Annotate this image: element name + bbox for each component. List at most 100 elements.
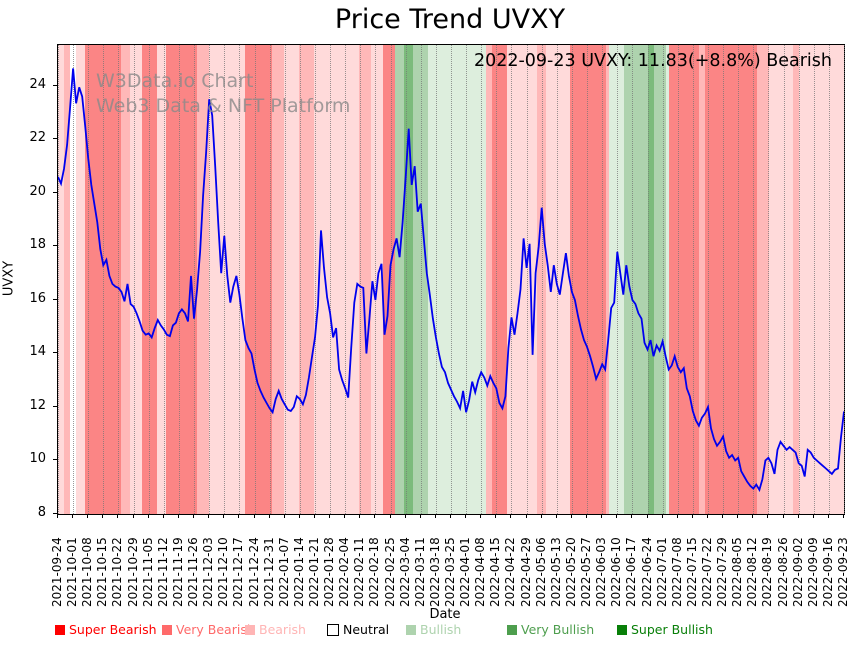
sentiment-band-sbu bbox=[404, 45, 414, 514]
x-tick-label: 2022-07-22 bbox=[699, 537, 714, 607]
legend-item-bearish: Bearish bbox=[245, 622, 306, 637]
x-tick-label: 2022-08-26 bbox=[775, 537, 790, 607]
x-tick-mark bbox=[313, 514, 315, 518]
sentiment-band-b bbox=[798, 45, 844, 514]
x-tick-label: 2022-03-25 bbox=[443, 537, 457, 607]
gridline bbox=[163, 45, 165, 514]
price-line bbox=[58, 68, 844, 493]
y-tick-label: 18 bbox=[29, 237, 46, 253]
gridline bbox=[602, 45, 604, 514]
legend-swatch-icon bbox=[55, 624, 65, 635]
x-tick-label: 2021-12-17 bbox=[231, 537, 246, 607]
y-tick-mark bbox=[53, 405, 57, 407]
sentiment-band-bu bbox=[609, 45, 625, 514]
x-tick-mark bbox=[419, 514, 421, 518]
chart-title: Price Trend UVXY bbox=[334, 4, 566, 35]
y-tick-mark bbox=[53, 513, 57, 514]
x-tick-mark bbox=[495, 514, 497, 518]
sentiment-band-sb bbox=[244, 45, 272, 514]
x-tick-label: 2021-11-26 bbox=[186, 537, 201, 607]
gridline bbox=[209, 45, 211, 514]
gridline bbox=[360, 45, 362, 514]
x-tick-label: 2021-10-22 bbox=[110, 537, 125, 607]
y-tick-mark bbox=[53, 84, 57, 86]
gridline bbox=[118, 45, 120, 514]
x-tick-label: 2022-03-11 bbox=[412, 537, 427, 607]
sentiment-band-vb bbox=[121, 45, 131, 514]
x-tick-label: 2022-07-15 bbox=[684, 537, 699, 607]
legend-label: Super Bearish bbox=[69, 622, 157, 637]
gridline bbox=[511, 45, 513, 514]
sentiment-band-vbu bbox=[395, 45, 405, 514]
sentiment-band-b bbox=[768, 45, 793, 514]
sentiment-band-vb bbox=[792, 45, 799, 514]
gridline bbox=[254, 45, 256, 514]
y-tick-mark bbox=[53, 298, 57, 300]
x-tick-label: 2021-12-31 bbox=[261, 537, 276, 607]
sentiment-band-vb bbox=[64, 45, 71, 514]
x-tick-mark bbox=[827, 514, 829, 518]
x-tick-mark bbox=[767, 514, 769, 518]
gridline bbox=[556, 45, 558, 514]
x-tick-label: 2021-11-19 bbox=[170, 537, 185, 607]
x-tick-label: 2022-06-10 bbox=[609, 537, 624, 607]
x-tick-mark bbox=[193, 514, 195, 518]
x-tick-label: 2021-12-10 bbox=[216, 537, 231, 607]
gridline bbox=[828, 45, 830, 514]
gridline bbox=[314, 45, 316, 514]
x-tick-mark bbox=[480, 514, 482, 518]
sentiment-band-sb bbox=[85, 45, 122, 514]
gridline bbox=[813, 45, 815, 514]
legend-label: Neutral bbox=[343, 622, 390, 637]
legend-item-super-bullish: Super Bullish bbox=[617, 622, 713, 637]
gridline bbox=[194, 45, 196, 514]
sentiment-band-b bbox=[313, 45, 360, 514]
latest-price-annotation: 2022-09-23 UVXY: 11.83(+8.8%) Bearish bbox=[473, 51, 832, 71]
sentiment-band-vb bbox=[536, 45, 546, 514]
x-tick-mark bbox=[329, 514, 331, 518]
x-tick-mark bbox=[631, 514, 633, 518]
gridline bbox=[284, 45, 286, 514]
x-axis-title: Date bbox=[429, 607, 461, 622]
x-tick-label: 2022-07-01 bbox=[654, 537, 669, 607]
gridline bbox=[375, 45, 377, 514]
x-tick-label: 2022-05-27 bbox=[579, 537, 594, 607]
x-tick-mark bbox=[843, 514, 844, 518]
x-tick-mark bbox=[117, 514, 119, 518]
x-tick-mark bbox=[450, 514, 451, 518]
sentiment-band-b bbox=[58, 45, 65, 514]
sentiment-band-b bbox=[130, 45, 143, 514]
legend-item-neutral: Neutral bbox=[327, 622, 389, 637]
x-tick-mark bbox=[434, 514, 436, 518]
x-tick-label: 2022-09-23 bbox=[836, 537, 849, 607]
x-tick-mark bbox=[782, 514, 784, 518]
sentiment-band-vb bbox=[606, 45, 610, 514]
gridline bbox=[662, 45, 664, 514]
gridline bbox=[224, 45, 226, 514]
gridline bbox=[587, 45, 589, 514]
x-tick-label: 2022-02-04 bbox=[337, 537, 352, 607]
x-tick-label: 2022-08-12 bbox=[745, 537, 760, 607]
sentiment-band-sbu bbox=[648, 45, 655, 514]
x-tick-label: 2021-12-03 bbox=[201, 537, 216, 607]
x-tick-label: 2021-12-24 bbox=[246, 537, 261, 607]
y-tick-label: 12 bbox=[29, 397, 46, 413]
x-tick-label: 2022-02-11 bbox=[352, 537, 367, 607]
x-tick-mark bbox=[238, 514, 240, 518]
gridline bbox=[617, 45, 619, 514]
x-tick-mark bbox=[812, 514, 814, 518]
legend-swatch-icon bbox=[245, 624, 255, 635]
price-line-svg bbox=[58, 68, 844, 493]
x-tick-mark bbox=[298, 514, 300, 518]
x-tick-label: 2022-09-16 bbox=[820, 537, 835, 607]
sentiment-band-b bbox=[157, 45, 167, 514]
gridline bbox=[496, 45, 498, 514]
sentiment-band-vb bbox=[699, 45, 706, 514]
gridline bbox=[481, 45, 483, 514]
gridline bbox=[345, 45, 347, 514]
x-tick-mark bbox=[646, 514, 648, 518]
gridline bbox=[647, 45, 649, 514]
y-tick-label: 24 bbox=[29, 76, 46, 92]
x-tick-mark bbox=[706, 514, 708, 518]
